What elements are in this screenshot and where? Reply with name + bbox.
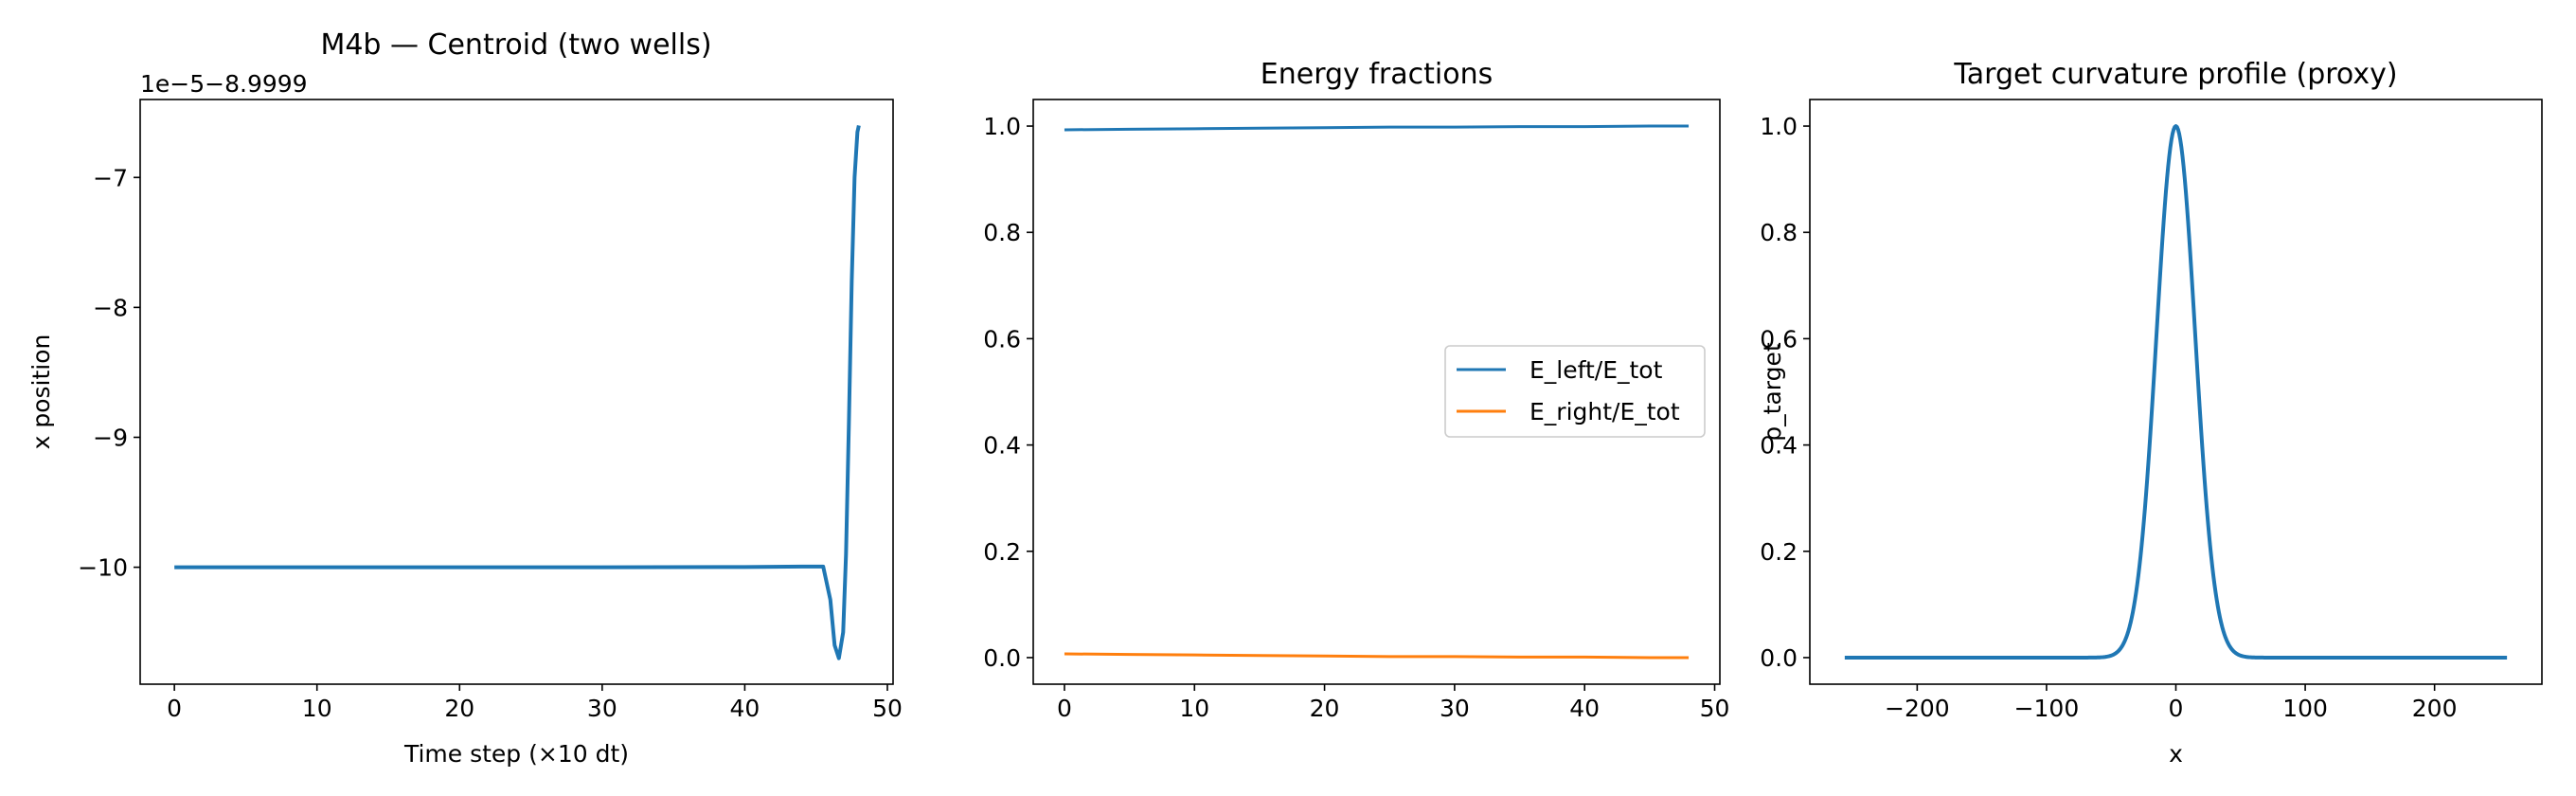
y-tick-label: 0.0	[983, 644, 1021, 672]
x-tick-label: 100	[2282, 695, 2328, 722]
chart-title: Energy fractions	[1261, 58, 1493, 91]
x-tick-label: 50	[872, 695, 903, 722]
x-tick-label: −200	[1885, 695, 1950, 722]
x-tick-label: 0	[2169, 695, 2184, 722]
x-tick-label: 0	[167, 695, 182, 722]
chart-panel-2: 0 10 20 30 40 50 0.0 0.2 0.4 0.6 0.8 1.0 Energy frac…	[983, 58, 1729, 722]
series-line-2	[1064, 652, 1690, 660]
y-tick-label: 0.4	[983, 432, 1021, 460]
x-tick-label: 30	[1440, 695, 1470, 722]
x-tick-label: −100	[2014, 695, 2080, 722]
y-tick-label: 0.4	[1760, 432, 1798, 460]
legend: E_left/E_tot E_right/E_tot	[1444, 345, 1706, 438]
series-line-1	[1064, 124, 1690, 132]
x-axis-label: Time step (×10 dt)	[403, 740, 629, 768]
y-tick-label: −10	[78, 554, 128, 582]
x-tick-label: 40	[1569, 695, 1600, 722]
y-tick-label: 0.2	[1760, 538, 1798, 566]
legend-entry-label: E_right/E_tot	[1530, 398, 1680, 425]
axis-offset-label: 1e−5−8.9999	[140, 70, 308, 98]
x-tick-label: 10	[302, 695, 332, 722]
axes-frame	[1809, 99, 2543, 685]
legend-entry-label: E_left/E_tot	[1530, 356, 1663, 384]
x-tick-label: 200	[2412, 695, 2458, 722]
x-tick-label: 0	[1057, 695, 1072, 722]
y-tick-label: 1.0	[1760, 113, 1798, 140]
x-tick-label: 40	[730, 695, 760, 722]
legend-box	[1444, 345, 1706, 438]
chart-title: M4b — Centroid (two wells)	[320, 28, 711, 62]
axes-frame	[1032, 99, 1721, 685]
x-tick-label: 20	[444, 695, 474, 722]
y-tick-label: −9	[93, 424, 128, 451]
y-axis-label: x position	[27, 335, 55, 450]
x-axis-label: x	[2169, 740, 2183, 768]
chart-panel-1: 0 10 20 30 40 50 −10 −9 −8 −7 M4b — Centroid (two …	[27, 28, 903, 768]
chart-panel-3: −200 −100 0 100 200 0.0 0.2 0.4 0.6 0.8 1.0 Target …	[1759, 58, 2543, 768]
y-tick-label: 1.0	[983, 113, 1021, 140]
y-tick-label: −7	[93, 164, 128, 191]
series-line-1	[1844, 124, 2508, 660]
x-tick-label: 20	[1310, 695, 1340, 722]
x-tick-label: 30	[587, 695, 617, 722]
x-tick-label: 50	[1700, 695, 1730, 722]
y-tick-label: 0.8	[983, 219, 1021, 246]
axes-frame	[139, 99, 894, 685]
y-tick-label: 0.2	[983, 538, 1021, 566]
y-tick-label: 0.6	[983, 325, 1021, 353]
y-tick-label: 0.6	[1760, 325, 1798, 353]
y-tick-label: −8	[93, 294, 128, 321]
y-tick-label: 0.8	[1760, 219, 1798, 246]
x-tick-label: 10	[1179, 695, 1209, 722]
chart-title: Target curvature profile (proxy)	[1953, 58, 2397, 91]
y-axis-label: ρ_target	[1759, 342, 1786, 442]
series-line-1	[174, 124, 861, 660]
y-tick-label: 0.0	[1760, 644, 1798, 672]
